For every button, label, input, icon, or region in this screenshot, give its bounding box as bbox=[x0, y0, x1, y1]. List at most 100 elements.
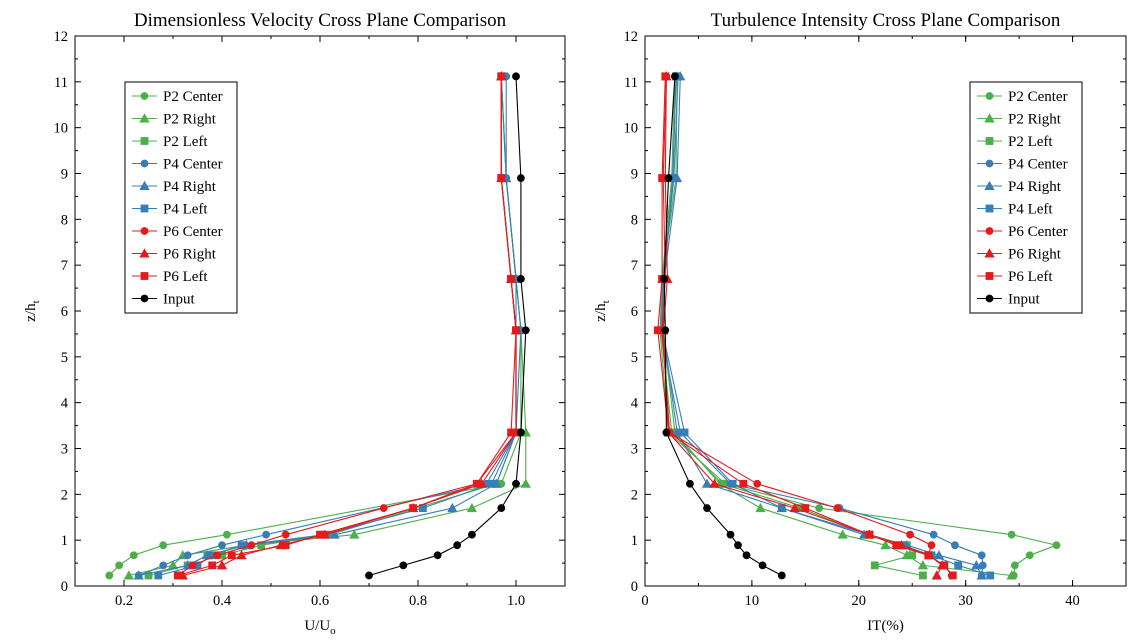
data-point bbox=[661, 326, 670, 335]
y-tick-label: 6 bbox=[631, 304, 638, 320]
data-point bbox=[758, 561, 767, 570]
legend-label: P2 Right bbox=[163, 112, 217, 128]
data-point bbox=[906, 530, 914, 539]
x-axis-label: U/Uo bbox=[304, 618, 336, 637]
data-point bbox=[701, 478, 713, 488]
data-point bbox=[977, 551, 986, 560]
legend-entry: P6 Right bbox=[132, 247, 217, 263]
legend-swatch-marker bbox=[140, 204, 149, 213]
y-tick-label: 3 bbox=[61, 442, 68, 458]
data-point bbox=[718, 479, 726, 488]
data-point bbox=[870, 561, 879, 570]
series-line bbox=[660, 76, 984, 576]
data-point bbox=[520, 478, 531, 488]
data-point bbox=[517, 428, 525, 437]
data-point bbox=[487, 479, 496, 488]
legend-entry: P2 Left bbox=[132, 134, 208, 150]
data-point bbox=[349, 529, 360, 539]
data-point bbox=[236, 550, 247, 560]
y-axis-label: z/ht bbox=[593, 300, 612, 321]
data-point bbox=[329, 529, 340, 539]
legend-label: P4 Right bbox=[163, 179, 217, 195]
data-point bbox=[517, 174, 525, 182]
legend-label: P4 Center bbox=[1008, 157, 1068, 173]
legend-entry: P2 Right bbox=[132, 112, 217, 128]
legend: P2 Center P2 Right P2 Left P4 Center P4 Righ… bbox=[969, 81, 1083, 314]
data-point bbox=[365, 571, 373, 580]
data-point bbox=[507, 275, 515, 283]
legend-swatch-marker bbox=[985, 227, 994, 235]
y-tick-label: 0 bbox=[631, 579, 638, 595]
legend-label: P2 Right bbox=[1008, 112, 1062, 128]
data-point bbox=[880, 539, 891, 550]
y-tick-label: 5 bbox=[61, 350, 68, 366]
data-point bbox=[833, 504, 842, 512]
legend-entry: P4 Center bbox=[132, 157, 223, 173]
y-axis-label-text: z/h bbox=[593, 303, 609, 322]
series-p6-left bbox=[653, 72, 957, 580]
data-point bbox=[123, 570, 135, 580]
data-point bbox=[726, 530, 735, 539]
data-point bbox=[742, 551, 751, 560]
data-point bbox=[447, 502, 458, 513]
data-point bbox=[174, 571, 182, 580]
legend-entry: P6 Left bbox=[977, 269, 1053, 285]
data-point bbox=[1052, 541, 1061, 550]
legend-label: P6 Left bbox=[163, 269, 208, 285]
data-point bbox=[661, 72, 670, 81]
data-point bbox=[777, 571, 786, 580]
data-point bbox=[517, 275, 525, 283]
data-point bbox=[472, 479, 481, 488]
x-axis-label: IT(%) bbox=[867, 618, 904, 634]
y-tick-label: 9 bbox=[61, 167, 68, 183]
y-tick-label: 8 bbox=[61, 212, 68, 228]
x-axis-label-subscript: o bbox=[330, 625, 336, 637]
legend-swatch-marker bbox=[139, 113, 150, 123]
data-point bbox=[453, 541, 462, 550]
data-point bbox=[837, 529, 848, 539]
y-tick-label: 1 bbox=[61, 533, 68, 549]
data-point bbox=[951, 541, 959, 550]
data-point bbox=[159, 561, 168, 570]
data-point bbox=[213, 551, 221, 560]
legend-swatch-marker bbox=[985, 272, 994, 280]
legend-label: P2 Left bbox=[163, 134, 208, 150]
data-point bbox=[940, 561, 949, 570]
legend-label: P6 Right bbox=[163, 247, 217, 263]
data-point bbox=[927, 541, 936, 550]
legend-label: P6 Center bbox=[1008, 224, 1068, 240]
data-point bbox=[709, 478, 720, 488]
x-tick-label: 0.2 bbox=[115, 593, 133, 609]
y-tick-label: 1 bbox=[631, 533, 638, 549]
data-point bbox=[512, 326, 520, 335]
x-tick-label: 0.6 bbox=[311, 593, 329, 609]
data-point bbox=[512, 72, 520, 81]
data-point bbox=[1007, 530, 1016, 539]
data-point bbox=[739, 479, 748, 488]
data-point bbox=[948, 571, 957, 580]
data-point bbox=[924, 551, 933, 560]
legend-label: P4 Right bbox=[1008, 179, 1062, 195]
data-point bbox=[105, 571, 114, 580]
legend-swatch-marker bbox=[140, 92, 149, 100]
data-point bbox=[316, 530, 324, 539]
x-axis-label-text: IT(%) bbox=[867, 618, 904, 634]
data-point bbox=[653, 326, 662, 335]
data-point bbox=[497, 72, 506, 81]
y-tick-label: 12 bbox=[54, 29, 69, 45]
legend-swatch-marker bbox=[139, 248, 150, 258]
data-point bbox=[1025, 551, 1034, 560]
data-point bbox=[409, 504, 417, 512]
legend-swatch-marker bbox=[985, 137, 994, 145]
y-tick-label: 4 bbox=[631, 396, 639, 412]
data-point bbox=[1010, 561, 1019, 570]
chart-title: Dimensionless Velocity Cross Plane Compa… bbox=[134, 10, 507, 31]
y-tick-label: 5 bbox=[631, 350, 638, 366]
series-input bbox=[365, 72, 530, 580]
y-tick-label: 2 bbox=[631, 487, 638, 503]
data-point bbox=[917, 560, 929, 570]
data-point bbox=[865, 530, 874, 539]
